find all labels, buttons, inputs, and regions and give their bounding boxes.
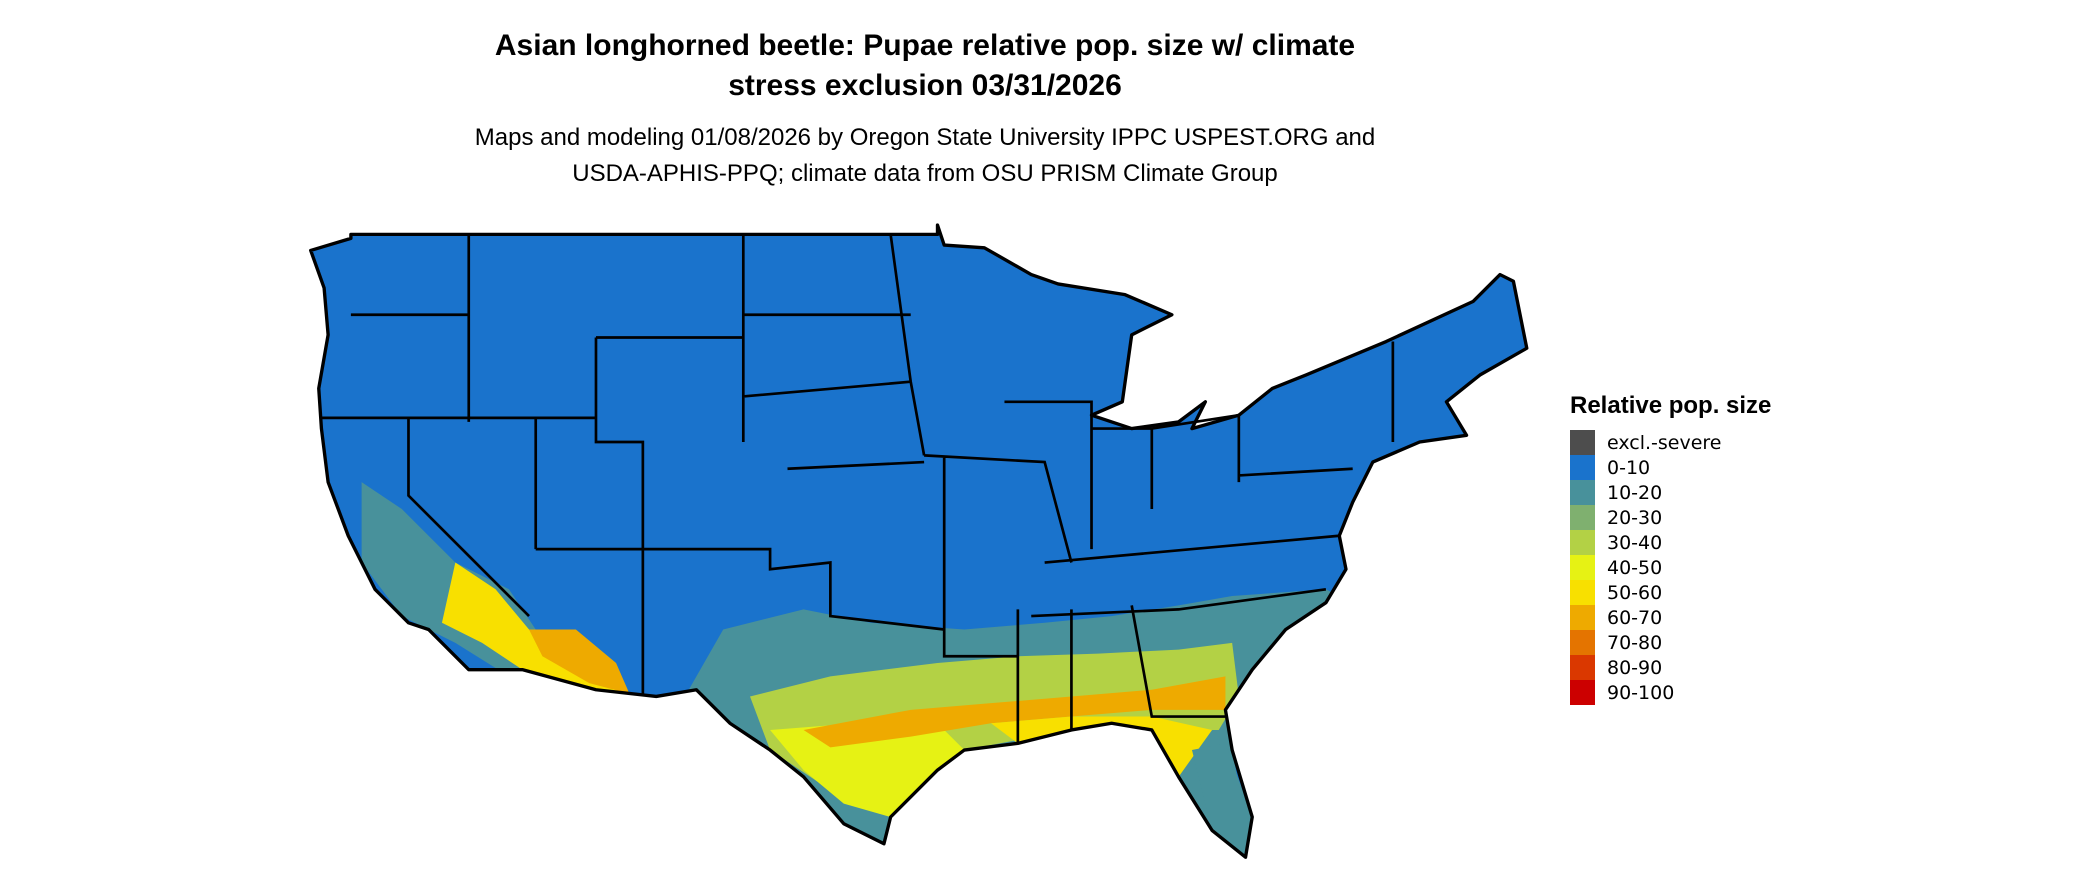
legend-swatch xyxy=(1570,430,1595,455)
legend-item: 50-60 xyxy=(1570,580,1771,605)
legend-item: excl.-severe xyxy=(1570,430,1771,455)
legend-label: 60-70 xyxy=(1607,606,1663,629)
subtitle-line-1: Maps and modeling 01/08/2026 by Oregon S… xyxy=(474,124,1376,151)
map-title: Asian longhorned beetle: Pupae relative … xyxy=(0,26,1850,106)
map-subtitle: Maps and modeling 01/08/2026 by Oregon S… xyxy=(0,120,1850,192)
legend-item: 60-70 xyxy=(1570,605,1771,630)
region-50-60 xyxy=(991,716,1213,777)
legend-swatch xyxy=(1570,605,1595,630)
legend-item: 40-50 xyxy=(1570,555,1771,580)
title-line-1: Asian longhorned beetle: Pupae relative … xyxy=(494,29,1356,62)
legend-swatch xyxy=(1570,530,1595,555)
legend-swatch xyxy=(1570,580,1595,605)
legend-swatch xyxy=(1570,480,1595,505)
legend-swatch xyxy=(1570,505,1595,530)
legend-swatch xyxy=(1570,655,1595,680)
us-border xyxy=(309,223,1529,859)
legend-item: 30-40 xyxy=(1570,530,1771,555)
region-sw-orange xyxy=(529,629,630,694)
legend-item: 80-90 xyxy=(1570,655,1771,680)
legend-label: 90-100 xyxy=(1607,681,1675,704)
legend-label: 50-60 xyxy=(1607,581,1663,604)
legend-label: 70-80 xyxy=(1607,631,1663,654)
legend-swatch xyxy=(1570,455,1595,480)
region-fl-teal xyxy=(1191,743,1253,858)
legend-label: 40-50 xyxy=(1607,556,1663,579)
legend-label: excl.-severe xyxy=(1607,431,1722,454)
legend-label: 20-30 xyxy=(1607,506,1663,529)
subtitle-line-2: USDA-APHIS-PPQ; climate data from OSU PR… xyxy=(572,160,1278,187)
legend-label: 10-20 xyxy=(1607,481,1663,504)
region-60-70 xyxy=(803,676,1226,748)
legend-item: 20-30 xyxy=(1570,505,1771,530)
legend-label: 30-40 xyxy=(1607,531,1663,554)
legend-swatch xyxy=(1570,680,1595,705)
legend-swatch xyxy=(1570,630,1595,655)
legend: Relative pop. size excl.-severe 0-10 10-20… xyxy=(1570,392,1771,705)
legend-title: Relative pop. size xyxy=(1570,392,1772,419)
region-40-50 xyxy=(770,723,965,817)
title-line-2: stress exclusion 03/31/2026 xyxy=(728,69,1122,102)
legend-item: 70-80 xyxy=(1570,630,1771,655)
legend-label: 80-90 xyxy=(1607,656,1663,679)
legend-item: 90-100 xyxy=(1570,680,1771,705)
legend-item: 10-20 xyxy=(1570,480,1771,505)
legend-label: 0-10 xyxy=(1607,456,1651,479)
legend-item: 0-10 xyxy=(1570,455,1771,480)
legend-swatch xyxy=(1570,555,1595,580)
state-borders xyxy=(321,234,1395,744)
